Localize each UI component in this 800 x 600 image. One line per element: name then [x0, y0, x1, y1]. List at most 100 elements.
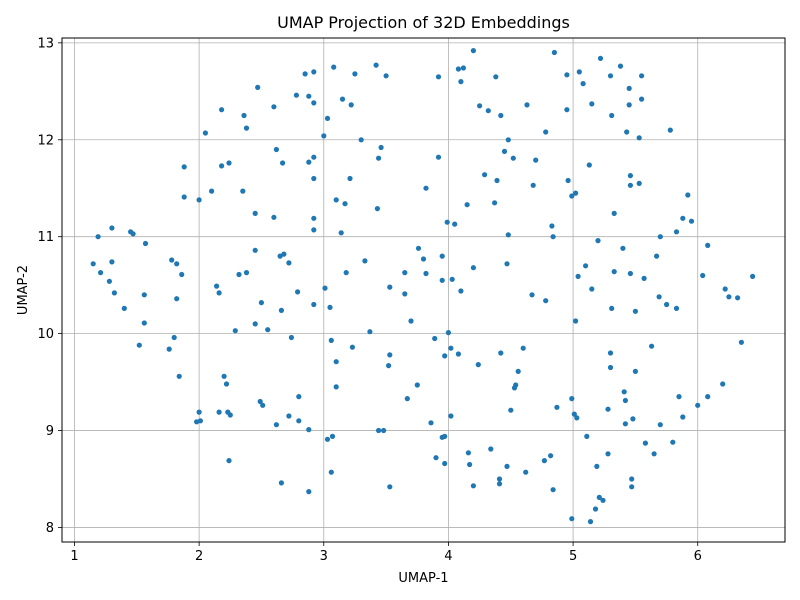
data-point	[296, 394, 302, 400]
data-point	[109, 225, 115, 231]
data-point	[243, 125, 250, 131]
data-point	[627, 173, 634, 179]
data-point	[181, 194, 187, 200]
data-point	[607, 350, 614, 356]
data-point	[705, 394, 711, 400]
data-point	[510, 155, 516, 161]
data-point	[181, 164, 187, 170]
data-point	[260, 402, 266, 408]
data-point	[642, 440, 649, 446]
data-point	[611, 210, 617, 216]
data-point	[141, 292, 147, 298]
data-point	[420, 256, 427, 262]
data-point	[627, 270, 634, 277]
data-point	[523, 469, 529, 475]
data-point	[432, 335, 438, 342]
data-point	[565, 177, 571, 184]
data-point	[636, 135, 642, 141]
data-point	[505, 137, 511, 143]
data-point	[449, 276, 455, 282]
data-point	[439, 277, 445, 283]
data-point	[333, 359, 339, 365]
data-point	[455, 66, 461, 72]
data-point	[271, 104, 277, 110]
data-point	[306, 159, 312, 165]
data-point	[626, 85, 632, 91]
data-point	[726, 294, 732, 300]
data-point	[445, 330, 451, 336]
data-point	[574, 415, 580, 421]
data-point	[408, 318, 414, 324]
data-point	[470, 48, 476, 54]
data-point	[452, 221, 458, 227]
data-point	[656, 294, 662, 300]
data-point	[240, 188, 246, 194]
data-point	[286, 413, 292, 419]
data-point	[664, 301, 670, 308]
data-point	[333, 384, 339, 390]
data-point	[327, 304, 333, 310]
data-point	[216, 290, 222, 296]
data-point	[435, 74, 442, 80]
data-point	[564, 107, 570, 113]
data-point	[750, 273, 756, 279]
data-point	[349, 344, 355, 350]
data-point	[586, 162, 592, 168]
data-point	[533, 157, 539, 163]
data-point	[467, 461, 473, 468]
data-point	[404, 396, 410, 402]
data-point	[196, 197, 202, 203]
data-point	[442, 353, 448, 359]
data-point	[492, 200, 498, 206]
data-point	[442, 433, 448, 439]
data-point	[584, 433, 590, 439]
data-point	[328, 337, 334, 343]
data-point	[629, 484, 635, 490]
data-point	[333, 197, 339, 203]
data-point	[511, 385, 518, 391]
y-axis-label: UMAP-2	[16, 265, 31, 315]
data-point	[252, 321, 258, 327]
y-tick-label: 13	[37, 36, 54, 51]
data-point	[142, 240, 149, 247]
data-point	[455, 351, 461, 357]
data-point	[252, 247, 258, 253]
data-point	[311, 175, 317, 182]
data-point	[111, 290, 117, 296]
data-point	[226, 160, 232, 166]
data-point	[485, 108, 491, 114]
data-point	[343, 270, 349, 276]
data-point	[477, 103, 483, 109]
data-point	[226, 458, 232, 464]
data-point	[667, 127, 673, 133]
data-point	[324, 436, 331, 442]
data-point	[496, 476, 503, 482]
data-point	[257, 398, 263, 405]
data-point	[130, 231, 136, 237]
data-point	[657, 422, 663, 428]
data-point	[362, 258, 368, 264]
data-point	[196, 409, 202, 415]
data-point	[197, 418, 203, 424]
data-point	[414, 382, 420, 388]
data-point	[278, 307, 284, 313]
data-point	[589, 101, 595, 107]
data-point	[551, 49, 558, 56]
data-point	[402, 270, 408, 276]
data-point	[488, 446, 494, 452]
data-point	[216, 409, 222, 415]
data-point	[629, 476, 635, 482]
data-point	[657, 234, 663, 240]
data-point	[348, 102, 354, 108]
data-point	[311, 69, 317, 75]
data-point	[680, 414, 686, 420]
data-point	[273, 146, 279, 153]
data-point	[448, 413, 454, 419]
data-point	[278, 480, 284, 486]
data-point	[374, 206, 380, 212]
data-point	[423, 185, 429, 191]
data-point	[435, 154, 442, 160]
data-point	[176, 373, 182, 379]
data-point	[311, 215, 317, 221]
data-point	[548, 453, 554, 459]
